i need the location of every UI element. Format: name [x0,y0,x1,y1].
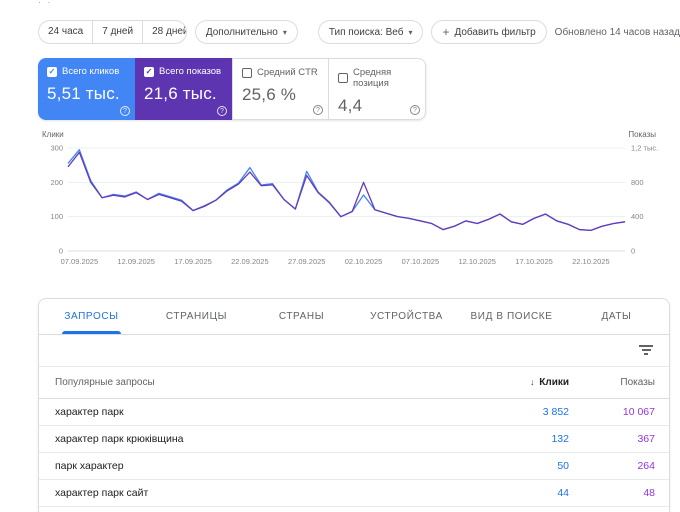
checkbox-unchecked-icon[interactable] [242,67,252,78]
metric-card-total-clicks[interactable]: ✓ Всего кликов 5,51 тыс. ? [38,58,135,120]
tab-countries[interactable]: СТРАНЫ [278,311,325,322]
svg-text:07.10.2025: 07.10.2025 [402,257,440,266]
svg-text:0: 0 [59,247,63,256]
svg-text:0: 0 [631,247,635,256]
svg-text:200: 200 [50,178,63,187]
date-range-chip-group: 24 часа 7 дней 28 дней ✓ 3 месяца [38,20,187,44]
chip-label: 28 дней [152,26,187,37]
chip-label: Тип поиска: Веб [328,26,404,38]
svg-text:17.09.2025: 17.09.2025 [174,257,212,266]
svg-text:22.10.2025: 22.10.2025 [572,257,610,266]
filter-bar: 24 часа 7 дней 28 дней ✓ 3 месяца Дополн… [38,20,680,44]
right-axis-title: Показы [628,130,656,139]
svg-text:800: 800 [631,178,644,187]
svg-text:22.09.2025: 22.09.2025 [231,257,269,266]
checkbox-checked-icon[interactable]: ✓ [144,66,154,77]
metric-label: Всего показов [159,66,222,77]
dimension-tabs: ЗАПРОСЫ СТРАНИЦЫ СТРАНЫ УСТРОЙСТВА ВИД В… [39,299,669,335]
tab-dates[interactable]: ДАТЫ [601,311,632,322]
metric-card-total-impressions[interactable]: ✓ Всего показов 21,6 тыс. ? [135,58,232,120]
header-clicks-label: Клики [539,377,569,388]
chip-7-days[interactable]: 7 дней [92,21,142,43]
tab-queries[interactable]: ЗАПРОСЫ [39,299,144,334]
left-axis-title: Клики [42,130,64,139]
impressions-cell: 10 067 [622,406,655,418]
svg-text:17.10.2025: 17.10.2025 [515,257,553,266]
table-header-row: Популярные запросы ↓ Клики Показы [39,367,669,399]
svg-text:100: 100 [50,212,63,221]
metric-cards: ✓ Всего кликов 5,51 тыс. ? ✓ Всего показ… [38,58,426,120]
cutoff-fragment-icon: · · [38,0,53,7]
impressions-cell: 264 [637,460,655,472]
help-icon[interactable]: ? [120,106,130,116]
metric-card-average-ctr[interactable]: Средний CTR 25,6 % ? [232,58,329,120]
clicks-cell: 44 [557,487,569,499]
impressions-cell: 367 [637,433,655,445]
table-toolbar [39,335,669,367]
checkbox-unchecked-icon[interactable] [338,73,348,83]
chip-label: 7 дней [102,26,134,37]
svg-text:1,2 тыс.: 1,2 тыс. [631,144,658,153]
query-cell: характер парк сайт [55,487,149,499]
metric-label: Средний CTR [257,67,318,78]
more-filters-chip[interactable]: Дополнительно ▾ [194,20,298,44]
metric-label: Всего кликов [62,66,120,77]
header-clicks-sortable[interactable]: ↓ Клики [459,377,569,388]
filter-list-icon[interactable] [639,345,653,357]
search-type-chip[interactable]: Тип поиска: Веб ▾ [317,20,424,44]
header-impressions[interactable]: Показы [569,377,669,388]
svg-text:07.09.2025: 07.09.2025 [61,257,99,266]
metric-value: 5,51 тыс. [47,84,120,103]
svg-text:300: 300 [50,144,63,153]
help-icon[interactable]: ? [410,105,420,115]
last-updated-text: Обновлено 14 часов назад [554,26,680,38]
svg-text:12.09.2025: 12.09.2025 [117,257,155,266]
metric-value: 25,6 % [242,85,297,104]
metric-label: Средняя позиция [353,67,392,89]
tab-devices[interactable]: УСТРОЙСТВА [370,311,443,322]
chart-canvas: 0 0 100 400 200 800 300 1,2 тыс. 07.09.2025 12.09… [50,144,658,267]
table-row-partial [39,507,669,512]
tab-pages[interactable]: СТРАНИЦЫ [165,311,228,322]
help-icon[interactable]: ? [313,105,323,115]
chip-label: 24 часа [48,26,84,37]
performance-line-chart: Клики Показы 0 0 100 400 200 800 300 1,2 тыс. 07… [38,130,658,272]
metric-value: 21,6 тыс. [144,84,217,103]
help-icon[interactable]: ? [217,106,227,116]
add-filter-chip[interactable]: + Добавить фильтр [431,20,547,44]
query-cell: парк характер [55,460,124,472]
checkbox-checked-icon[interactable]: ✓ [47,66,57,77]
chevron-down-icon: ▾ [408,27,413,37]
clicks-cell: 3 852 [542,406,569,418]
chip-24-hours[interactable]: 24 часа [39,21,92,43]
svg-text:27.09.2025: 27.09.2025 [288,257,326,266]
dimensions-table-card: ЗАПРОСЫ СТРАНИЦЫ СТРАНЫ УСТРОЙСТВА ВИД В… [38,298,670,512]
table-row[interactable]: характер парк 3 852 10 067 [39,399,669,426]
query-cell: характер парк [55,406,124,418]
chip-label: Добавить фильтр [454,26,536,38]
query-cell: характер парк крюківщина [55,433,184,445]
chip-28-days[interactable]: 28 дней [142,21,187,43]
svg-text:400: 400 [631,212,644,221]
header-queries: Популярные запросы [55,377,155,388]
table-row[interactable]: характер парк сайт 44 48 [39,480,669,507]
impressions-cell: 48 [643,487,655,499]
tab-search-appearance[interactable]: ВИД В ПОИСКЕ [470,311,553,322]
metric-card-average-position[interactable]: Средняя позиция 4,4 ? [329,58,426,120]
header-impressions-label: Показы [620,377,655,388]
svg-text:12.10.2025: 12.10.2025 [458,257,496,266]
chip-label: Дополнительно [205,26,278,38]
table-row[interactable]: парк характер 50 264 [39,453,669,480]
clicks-cell: 132 [551,433,569,445]
clicks-cell: 50 [557,460,569,472]
plus-icon: + [442,25,450,39]
chevron-down-icon: ▾ [282,27,287,37]
svg-text:02.10.2025: 02.10.2025 [345,257,383,266]
sort-desc-icon: ↓ [529,377,535,387]
table-row[interactable]: характер парк крюківщина 132 367 [39,426,669,453]
metric-value: 4,4 [338,96,363,115]
